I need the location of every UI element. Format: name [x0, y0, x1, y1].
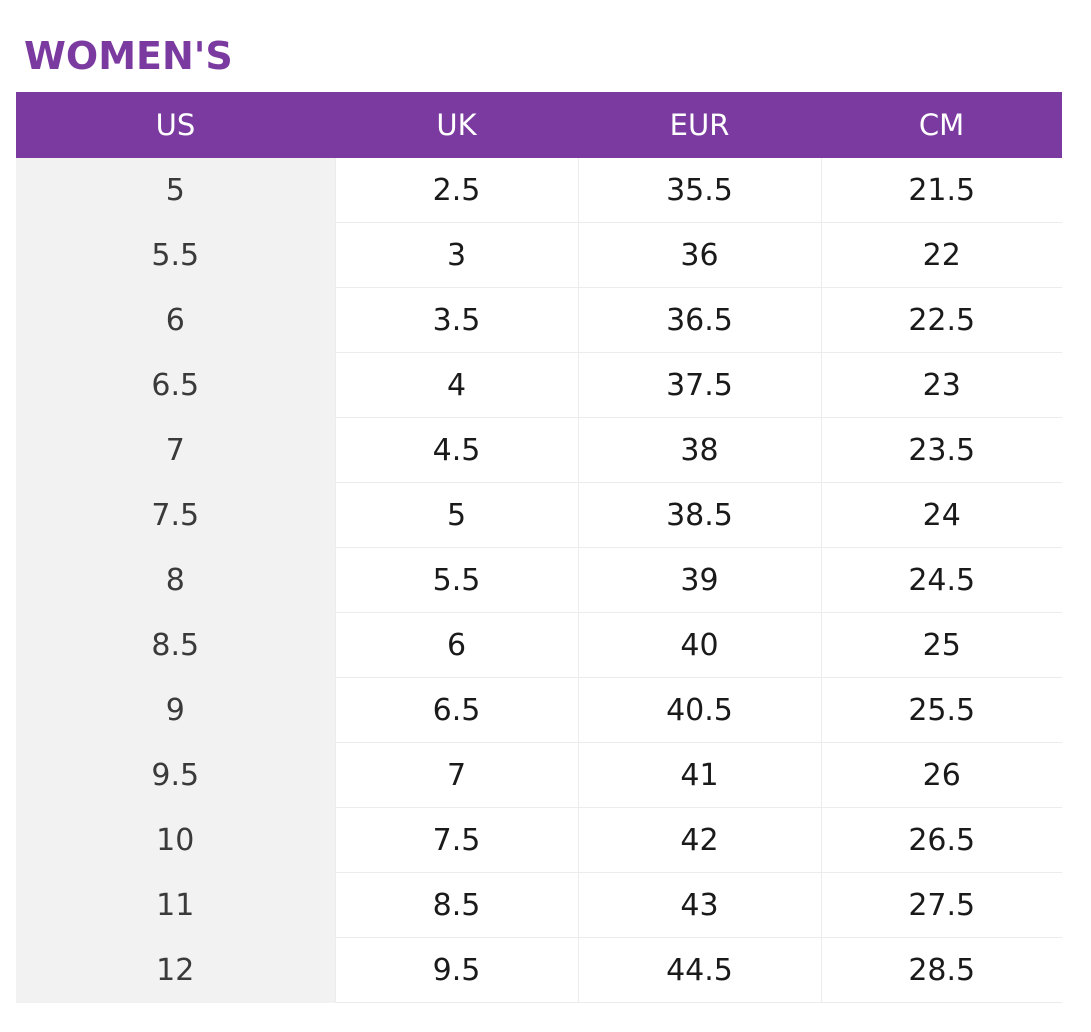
cell-eur: 35.5 — [577, 158, 821, 223]
cell-cm: 22 — [820, 222, 1062, 288]
table-row: 12 9.5 44.5 28.5 — [16, 937, 1062, 1003]
cell-uk: 3.5 — [334, 287, 578, 353]
table-row: 11 8.5 43 27.5 — [16, 872, 1062, 938]
cell-uk: 4.5 — [334, 417, 578, 483]
page-title: WOMEN'S — [24, 34, 233, 78]
cell-cm: 24.5 — [820, 547, 1062, 613]
cell-us: 8 — [16, 547, 335, 613]
table-row: 9.5 7 41 26 — [16, 742, 1062, 808]
cell-uk: 7 — [334, 742, 578, 808]
table-row: 6 3.5 36.5 22.5 — [16, 287, 1062, 353]
header-row: US UK EUR CM — [16, 92, 1062, 158]
cell-cm: 28.5 — [820, 937, 1062, 1003]
table-body: 5 2.5 35.5 21.5 5.5 3 36 22 6 3.5 36.5 2… — [16, 158, 1062, 1003]
cell-eur: 39 — [577, 547, 821, 613]
cell-cm: 23 — [820, 352, 1062, 418]
cell-cm: 24 — [820, 482, 1062, 548]
cell-eur: 36 — [577, 222, 821, 288]
table-header: US UK EUR CM — [16, 92, 1062, 158]
cell-eur: 38 — [577, 417, 821, 483]
table-row: 10 7.5 42 26.5 — [16, 807, 1062, 873]
header-uk: UK — [335, 92, 578, 158]
cell-eur: 42 — [577, 807, 821, 873]
table-row: 7 4.5 38 23.5 — [16, 417, 1062, 483]
cell-us: 10 — [16, 807, 335, 873]
cell-uk: 8.5 — [334, 872, 578, 938]
cell-us: 5.5 — [16, 222, 335, 288]
header-eur: EUR — [578, 92, 821, 158]
cell-cm: 25.5 — [820, 677, 1062, 743]
cell-uk: 6 — [334, 612, 578, 678]
cell-uk: 2.5 — [334, 158, 578, 223]
cell-eur: 41 — [577, 742, 821, 808]
cell-cm: 26 — [820, 742, 1062, 808]
header-cm: CM — [821, 92, 1062, 158]
cell-us: 9 — [16, 677, 335, 743]
cell-uk: 4 — [334, 352, 578, 418]
cell-cm: 25 — [820, 612, 1062, 678]
cell-eur: 40 — [577, 612, 821, 678]
cell-us: 5 — [16, 158, 335, 223]
cell-eur: 44.5 — [577, 937, 821, 1003]
cell-eur: 37.5 — [577, 352, 821, 418]
table-row: 8.5 6 40 25 — [16, 612, 1062, 678]
cell-cm: 26.5 — [820, 807, 1062, 873]
table-row: 6.5 4 37.5 23 — [16, 352, 1062, 418]
table-row: 5 2.5 35.5 21.5 — [16, 158, 1062, 223]
cell-eur: 43 — [577, 872, 821, 938]
cell-us: 8.5 — [16, 612, 335, 678]
cell-cm: 27.5 — [820, 872, 1062, 938]
cell-uk: 3 — [334, 222, 578, 288]
size-chart-table: US UK EUR CM 5 2.5 35.5 21.5 5.5 3 36 22… — [16, 92, 1062, 1003]
cell-us: 6 — [16, 287, 335, 353]
header-us: US — [16, 92, 335, 158]
cell-us: 6.5 — [16, 352, 335, 418]
cell-us: 9.5 — [16, 742, 335, 808]
cell-us: 7.5 — [16, 482, 335, 548]
cell-cm: 22.5 — [820, 287, 1062, 353]
table-row: 5.5 3 36 22 — [16, 222, 1062, 288]
table-row: 8 5.5 39 24.5 — [16, 547, 1062, 613]
cell-us: 7 — [16, 417, 335, 483]
cell-uk: 5 — [334, 482, 578, 548]
cell-eur: 36.5 — [577, 287, 821, 353]
cell-us: 11 — [16, 872, 335, 938]
cell-eur: 38.5 — [577, 482, 821, 548]
cell-us: 12 — [16, 937, 335, 1003]
cell-uk: 9.5 — [334, 937, 578, 1003]
cell-cm: 21.5 — [820, 158, 1062, 223]
table-row: 7.5 5 38.5 24 — [16, 482, 1062, 548]
cell-uk: 6.5 — [334, 677, 578, 743]
cell-uk: 5.5 — [334, 547, 578, 613]
cell-cm: 23.5 — [820, 417, 1062, 483]
table-row: 9 6.5 40.5 25.5 — [16, 677, 1062, 743]
cell-eur: 40.5 — [577, 677, 821, 743]
cell-uk: 7.5 — [334, 807, 578, 873]
